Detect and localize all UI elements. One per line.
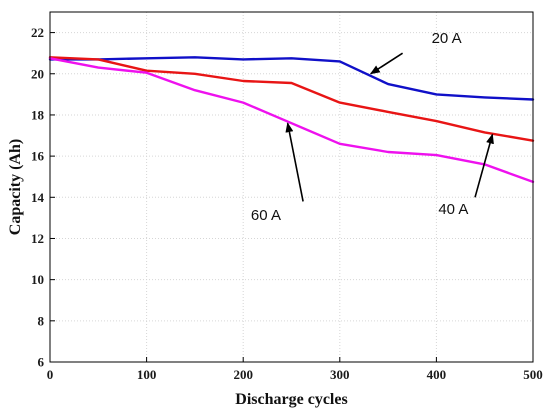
grid [50, 12, 533, 362]
series-line-20-a [48, 56, 535, 101]
y-tick-label: 16 [31, 149, 45, 164]
annotation-label: 20 A [432, 30, 462, 47]
y-tick-label: 14 [31, 190, 45, 205]
annotation-label: 40 A [438, 201, 468, 218]
series-line-40-a [48, 56, 535, 142]
y-tick-label: 6 [38, 355, 45, 370]
plot-frame [49, 11, 534, 363]
annotation-arrow [474, 133, 494, 198]
axis-ticks: 0 100 200 300 400 500 6 8 10 12 14 16 18 20 22 [31, 25, 543, 382]
x-tick-label: 400 [427, 367, 447, 382]
y-tick-label: 18 [31, 107, 45, 122]
x-tick-label: 100 [137, 367, 157, 382]
y-tick-label: 20 [31, 66, 44, 81]
y-tick-label: 10 [31, 272, 44, 287]
y-axis-label: Capacity (Ah) [7, 139, 24, 235]
x-tick-label: 200 [233, 367, 253, 382]
y-tick-label: 22 [31, 25, 44, 40]
y-tick-label: 12 [31, 231, 44, 246]
x-tick-label: 300 [330, 367, 350, 382]
x-axis-label: Discharge cycles [235, 391, 347, 408]
annotations: 20 A 40 A 60 A [251, 30, 494, 224]
annotation-label: 60 A [251, 207, 281, 224]
x-tick-label: 0 [47, 367, 54, 382]
annotation-arrow [369, 52, 404, 75]
x-tick-label: 500 [523, 367, 543, 382]
y-tick-label: 8 [38, 313, 45, 328]
annotation-arrow [285, 122, 304, 202]
